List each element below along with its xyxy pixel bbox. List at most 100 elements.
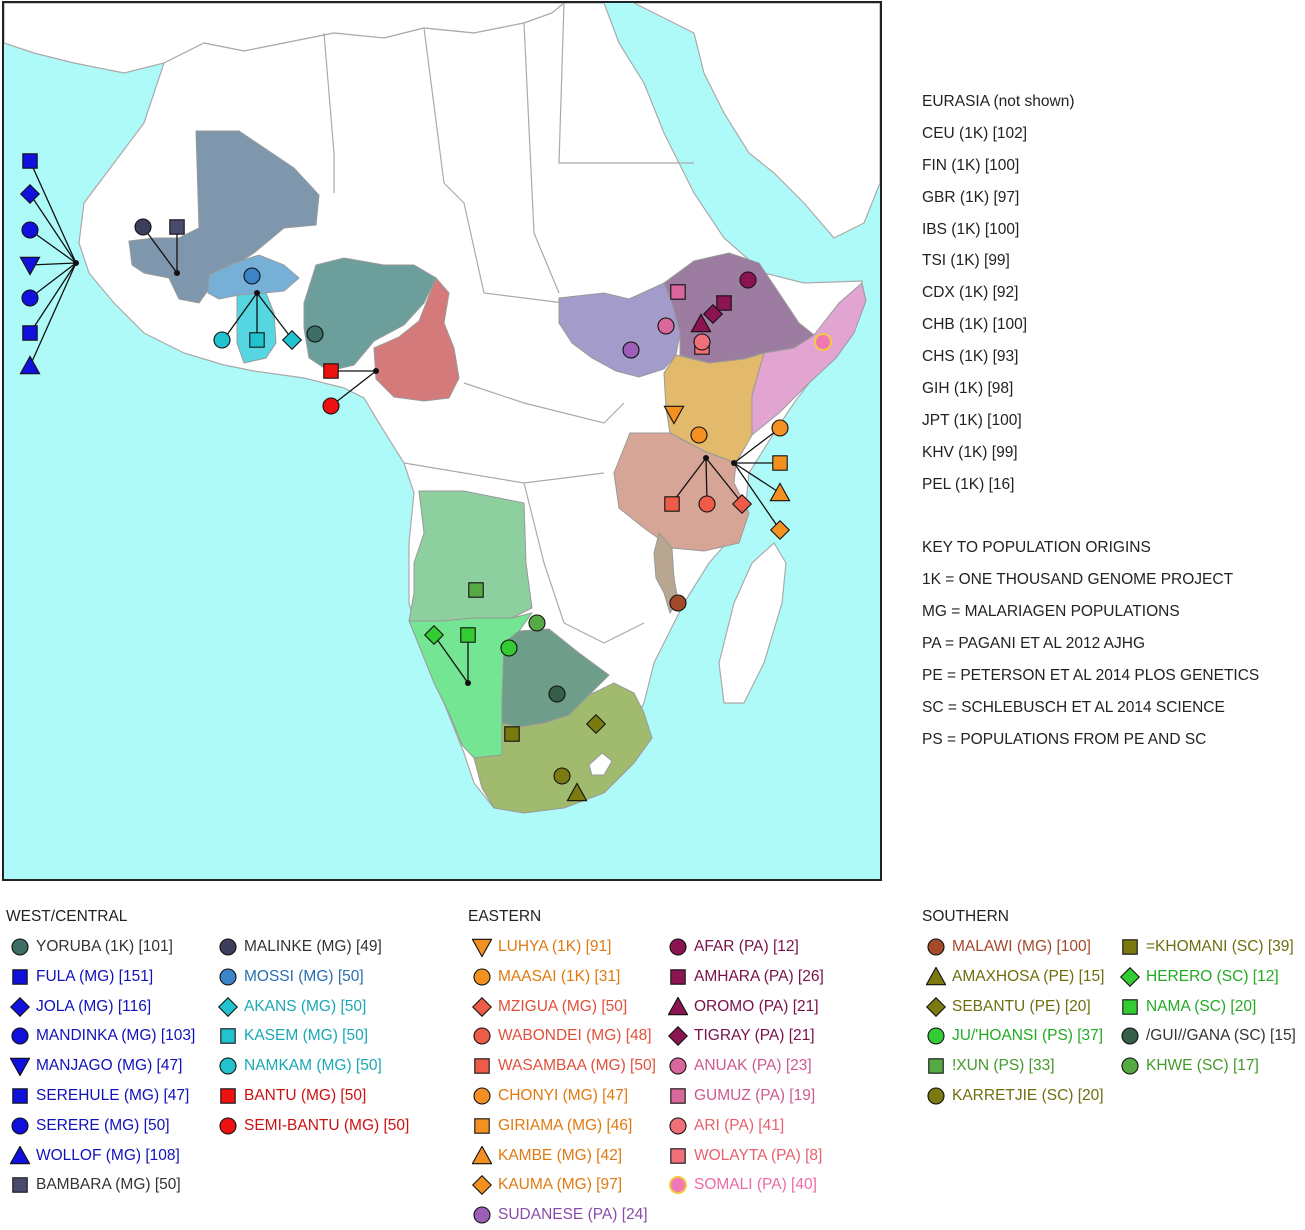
population-marker — [21, 221, 39, 239]
population-marker — [19, 355, 41, 375]
legend-label: MANJAGO (MG) [47] — [36, 1057, 183, 1075]
triangle-up-marker-icon — [926, 966, 946, 986]
legend-label: SOMALI (PA) [40] — [694, 1176, 817, 1194]
eastern-legend-item: SOMALI (PA) [40] — [664, 1170, 824, 1200]
triangle-down-marker-icon — [472, 938, 492, 957]
legend-west-central: WEST/CENTRAL YORUBA (1K) [101] FULA (MG) … — [6, 902, 195, 1200]
square-marker-icon — [928, 1058, 944, 1074]
legend-label: FULA (MG) [151] — [36, 967, 154, 985]
legend-label: CHONYI (MG) [47] — [498, 1086, 629, 1104]
southern-legend-item: KARRETJIE (SC) [20] — [922, 1081, 1104, 1111]
eastern-legend-item: GIRIAMA (MG) [46] — [468, 1111, 656, 1141]
west-central-legend-item: BANTU (MG) [50] — [214, 1081, 409, 1111]
eurasia-item: FIN (1K) [100] — [922, 156, 1020, 174]
population-marker — [500, 639, 518, 657]
west-central-legend-item: MALINKE (MG) [49] — [214, 932, 409, 962]
eurasia-item: PEL (1K) [16] — [922, 475, 1015, 493]
country-south-sudan — [558, 282, 681, 378]
country-malawi — [653, 531, 679, 615]
legend-label: KARRETJIE (SC) [20] — [952, 1086, 1104, 1104]
country-lesotho — [588, 752, 613, 776]
west-central-legend-item: MANDINKA (MG) [103] — [6, 1021, 195, 1051]
key-item: MG = MALARIAGEN POPULATIONS — [922, 603, 1180, 621]
legend-label: JOLA (MG) [116] — [36, 997, 152, 1015]
eastern-legend-item: MAASAI (1K) [31] — [468, 962, 656, 992]
legend-label: MALINKE (MG) [49] — [244, 938, 382, 955]
circle-marker-icon — [219, 1057, 237, 1075]
legend-label: AKANS (MG) [50] — [244, 997, 367, 1015]
eurasia-item: IBS (1K) [100] — [922, 220, 1020, 238]
legend-southern: SOUTHERN MALAWI (MG) [100] AMAXHOSA (PE) … — [922, 902, 1104, 1111]
eastern-legend-item: KAUMA (MG) [97] — [468, 1170, 656, 1200]
circle-marker-icon — [927, 938, 945, 956]
legend-southern-col1: MALAWI (MG) [100] AMAXHOSA (PE) [15] SEBAN… — [922, 932, 1104, 1111]
triangle-up-marker-icon — [472, 1145, 492, 1164]
west-central-legend-item: WOLLOF (MG) [108] — [6, 1141, 195, 1171]
eurasia-header: EURASIA (not shown) — [922, 93, 1075, 110]
key-item: PA = PAGANI ET AL 2012 AJHG — [922, 635, 1146, 653]
legend-label: JU/'HOANSI (PS) [37] — [952, 1027, 1104, 1045]
population-marker — [670, 284, 686, 300]
southern-legend-item: KHWE (SC) [17] — [1116, 1051, 1296, 1081]
population-marker — [19, 256, 41, 276]
population-marker — [814, 333, 832, 351]
eastern-legend-item: ANUAK (PA) [23] — [664, 1051, 824, 1081]
africa-map — [2, 1, 882, 881]
eastern-legend-item: KAMBE (MG) [42] — [468, 1141, 656, 1171]
population-marker — [690, 313, 712, 333]
population-marker — [663, 405, 685, 425]
population-marker — [693, 333, 711, 351]
square-marker-icon — [220, 1028, 236, 1045]
connector-hubs — [73, 260, 737, 686]
population-marker — [772, 455, 788, 471]
eastern-legend-item: CHONYI (MG) [47] — [468, 1081, 656, 1111]
legend-label: MAASAI (1K) [31] — [498, 967, 621, 985]
population-marker — [22, 153, 38, 169]
square-marker-icon — [12, 1177, 28, 1194]
population-marker — [664, 496, 680, 512]
legend-label: ANUAK (PA) [23] — [694, 1057, 812, 1075]
eastern-legend-item: WABONDEI (MG) [48] — [468, 1021, 656, 1051]
legend-eastern-2: AFAR (PA) [12] AMHARA (PA) [26] OROMO (PA)… — [664, 932, 824, 1200]
circle-marker-icon — [473, 1027, 491, 1045]
legend-label: WOLAYTA (PA) [8] — [694, 1146, 823, 1164]
population-marker — [169, 219, 185, 235]
country-nigeria — [303, 257, 437, 372]
west-central-legend-item: YORUBA (1K) [101] — [6, 932, 195, 962]
legend-label: KAMBE (MG) [42] — [498, 1146, 623, 1164]
legend-label: !XUN (PS) [33] — [952, 1057, 1055, 1075]
population-marker — [528, 614, 546, 632]
circle-marker-icon — [11, 1117, 29, 1135]
eastern-legend-item: ARI (PA) [41] — [664, 1111, 824, 1141]
west-central-legend-item: BAMBARA (MG) [50] — [6, 1170, 195, 1200]
legend-label: YORUBA (1K) [101] — [36, 938, 173, 955]
legend-label: SUDANESE (PA) [24] — [498, 1206, 648, 1224]
legend-header-southern: SOUTHERN — [922, 908, 1009, 925]
population-marker — [553, 767, 571, 785]
eastern-legend-item: GUMUZ (PA) [19] — [664, 1081, 824, 1111]
population-marker — [771, 419, 789, 437]
key-header: KEY TO POPULATION ORIGINS — [922, 539, 1151, 557]
circle-marker-icon — [1121, 1027, 1139, 1045]
population-marker — [566, 782, 588, 802]
eastern-legend-item: AMHARA (PA) [26] — [664, 962, 824, 992]
population-marker — [716, 295, 732, 311]
population-marker — [622, 341, 640, 359]
eastern-legend-item: WASAMBAA (MG) [50] — [468, 1051, 656, 1081]
southern-legend-item: MALAWI (MG) [100] — [922, 932, 1104, 962]
west-central-legend-item: SEREHULE (MG) [47] — [6, 1081, 195, 1111]
legend-label: ARI (PA) [41] — [694, 1116, 785, 1134]
southern-legend-item: AMAXHOSA (PE) [15] — [922, 962, 1104, 992]
diamond-marker-icon — [1120, 966, 1140, 987]
eastern-legend-item: LUHYA (1K) [91] — [468, 932, 656, 962]
key-item: SC = SCHLEBUSCH ET AL 2014 SCIENCE — [922, 698, 1225, 716]
eurasia-item: GIH (1K) [98] — [922, 380, 1014, 398]
southern-legend-item: JU/'HOANSI (PS) [37] — [922, 1021, 1104, 1051]
legend-label: NAMKAM (MG) [50] — [244, 1057, 382, 1075]
legend-label: AMHARA (PA) [26] — [694, 967, 824, 985]
legend-label: GIRIAMA (MG) [46] — [498, 1116, 633, 1134]
key-item: PE = PETERSON ET AL 2014 PLOS GENETICS — [922, 667, 1260, 685]
eurasia-item: TSI (1K) [99] — [922, 252, 1010, 270]
legend-label: GUMUZ (PA) [19] — [694, 1086, 816, 1104]
southern-legend-item: !XUN (PS) [33] — [922, 1051, 1104, 1081]
